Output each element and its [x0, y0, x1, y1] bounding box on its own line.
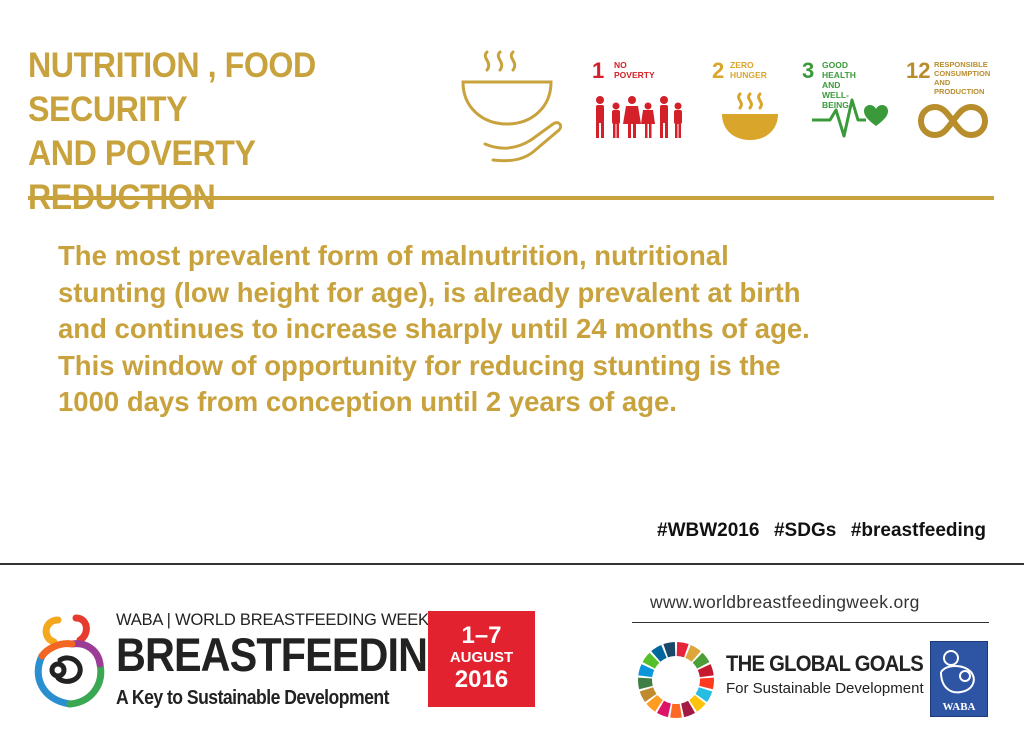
- footer-divider: [0, 563, 1024, 565]
- date-badge: 1–7 AUGUST 2016: [428, 611, 535, 707]
- wbw-header: WABA | WORLD BREASTFEEDING WEEK: [116, 611, 429, 629]
- wheel-segment: [670, 703, 682, 718]
- wheel-segment: [685, 644, 701, 662]
- body-text: The most prevalent form of malnutrition,…: [58, 238, 988, 421]
- wheel-segment: [689, 695, 706, 712]
- header-divider: [28, 196, 994, 200]
- wheel-segment: [656, 700, 671, 718]
- infinity-icon: [917, 103, 989, 139]
- waba-emblem-icon: [940, 650, 975, 694]
- wbw-mother-child-logo: [34, 614, 105, 708]
- waba-logo-text: WABA: [942, 701, 976, 713]
- sdg-3-number: 3: [802, 58, 815, 83]
- body-line-2: stunting (low height for age), is alread…: [58, 276, 801, 308]
- wbw-title: BREASTFEEDING: [116, 628, 459, 681]
- date-month: AUGUST: [449, 649, 514, 666]
- heartbeat-icon: [812, 98, 888, 138]
- hashtags: #WBW2016 #SDGs #breastfeeding: [657, 520, 986, 541]
- wheel-segment: [692, 652, 710, 669]
- sdg-2-label: ZERO HUNGER: [730, 60, 767, 80]
- wheel-segment: [695, 687, 713, 702]
- wheel-segment: [663, 642, 676, 658]
- sdg-3-label: GOOD HEALTH AND WELL-BEING: [822, 60, 856, 110]
- header-title: NUTRITION , FOOD SECURITY AND POVERTY RE…: [28, 44, 414, 220]
- sdg-2-number: 2: [712, 58, 725, 83]
- sdg-1-label: NO POVERTY: [614, 60, 655, 80]
- wheel-segment: [642, 652, 660, 669]
- global-goals-title: THE GLOBAL GOALS: [726, 651, 924, 676]
- body-line-3: and continues to increase sharply until …: [58, 313, 810, 344]
- wheel-segment: [639, 687, 657, 702]
- body-line-1: The most prevalent form of malnutrition,…: [58, 240, 729, 271]
- website-link[interactable]: www.worldbreastfeedingweek.org: [650, 592, 920, 612]
- wheel-segment: [638, 664, 655, 678]
- wheel-segment: [676, 642, 689, 658]
- wheel-segment: [699, 677, 714, 690]
- website-underline: [632, 622, 989, 623]
- bowl-icon: [722, 92, 778, 140]
- date-range: 1–7: [461, 622, 502, 649]
- global-goals-wheel-icon: [638, 642, 714, 718]
- global-goals-subtitle: For Sustainable Development: [726, 680, 924, 697]
- body-line-5: 1000 days from conception until 2 years …: [58, 386, 677, 417]
- body-line-4: This window of opportunity for reducing …: [58, 349, 781, 381]
- sdg-1-number: 1: [592, 58, 605, 83]
- wheel-segment: [697, 664, 714, 678]
- header-title-line2: AND POVERTY REDUCTION: [28, 134, 255, 217]
- wheel-segment: [638, 677, 653, 690]
- family-icon: [596, 96, 682, 138]
- wheel-segment: [651, 644, 667, 662]
- sdg-12-number: 12: [906, 58, 931, 83]
- waba-logo: WABA: [930, 641, 988, 717]
- wheel-segment: [681, 700, 696, 718]
- bowl-in-hand-icon: [461, 50, 563, 163]
- date-year: 2016: [454, 666, 509, 693]
- sdg-12-label: RESPONSIBLE CONSUMPTION AND PRODUCTION: [934, 60, 991, 96]
- header-title-line1: NUTRITION , FOOD SECURITY: [28, 46, 316, 129]
- wbw-subtitle: A Key to Sustainable Development: [116, 687, 389, 709]
- wheel-segment: [646, 695, 663, 712]
